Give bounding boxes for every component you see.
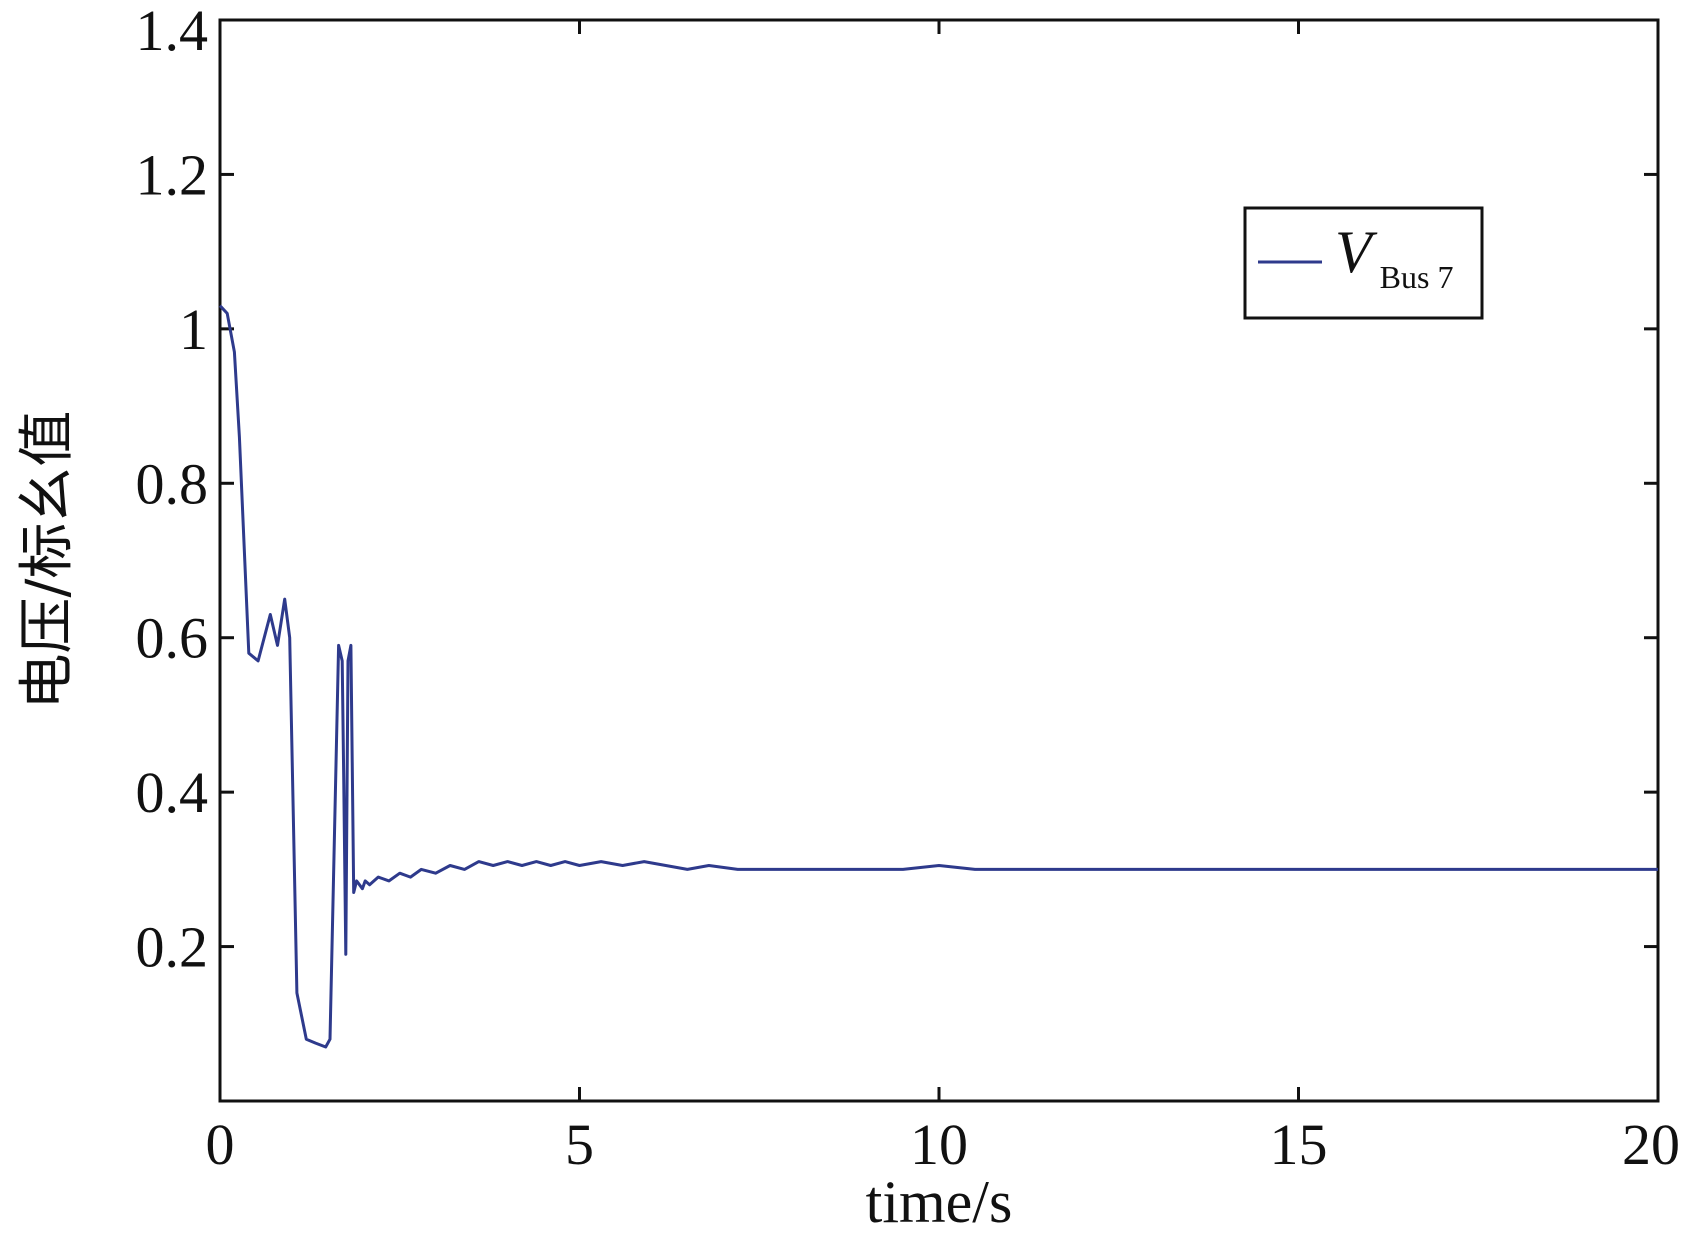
series-line-v-bus-7 [218,304,1658,1049]
x-tick-label: 20 [1622,1112,1680,1177]
plot-frame [218,18,1660,1103]
y-tick-label: 1.2 [136,142,209,207]
y-tick-label: 1.4 [136,0,209,63]
x-tick-label: 15 [1270,1112,1328,1177]
x-tick-label: 0 [206,1112,235,1177]
y-tick-label: 1 [179,297,208,362]
legend-label: V Bus 7 [1335,219,1453,295]
legend: V Bus 7 [1243,206,1484,320]
legend-symbol: V [1335,219,1378,285]
y-tick-label: 0.4 [136,760,209,825]
y-tick-label: 0.8 [136,451,209,516]
tick-labels: 0 5 10 15 20 0.2 0.4 0.6 0.8 1 1.2 1.4 [136,0,1681,1177]
x-tick-label: 10 [910,1112,968,1177]
x-axis-title: time/s [866,1169,1013,1235]
axis-ticks [218,18,1660,1101]
y-tick-label: 0.2 [136,915,209,980]
x-tick-label: 5 [565,1112,594,1177]
y-tick-label: 0.6 [136,606,209,671]
y-axis-title: 电压/标幺值 [15,411,80,710]
series-layer [218,304,1658,1049]
plot-area [218,18,1660,1103]
legend-subscript: Bus 7 [1380,259,1454,295]
